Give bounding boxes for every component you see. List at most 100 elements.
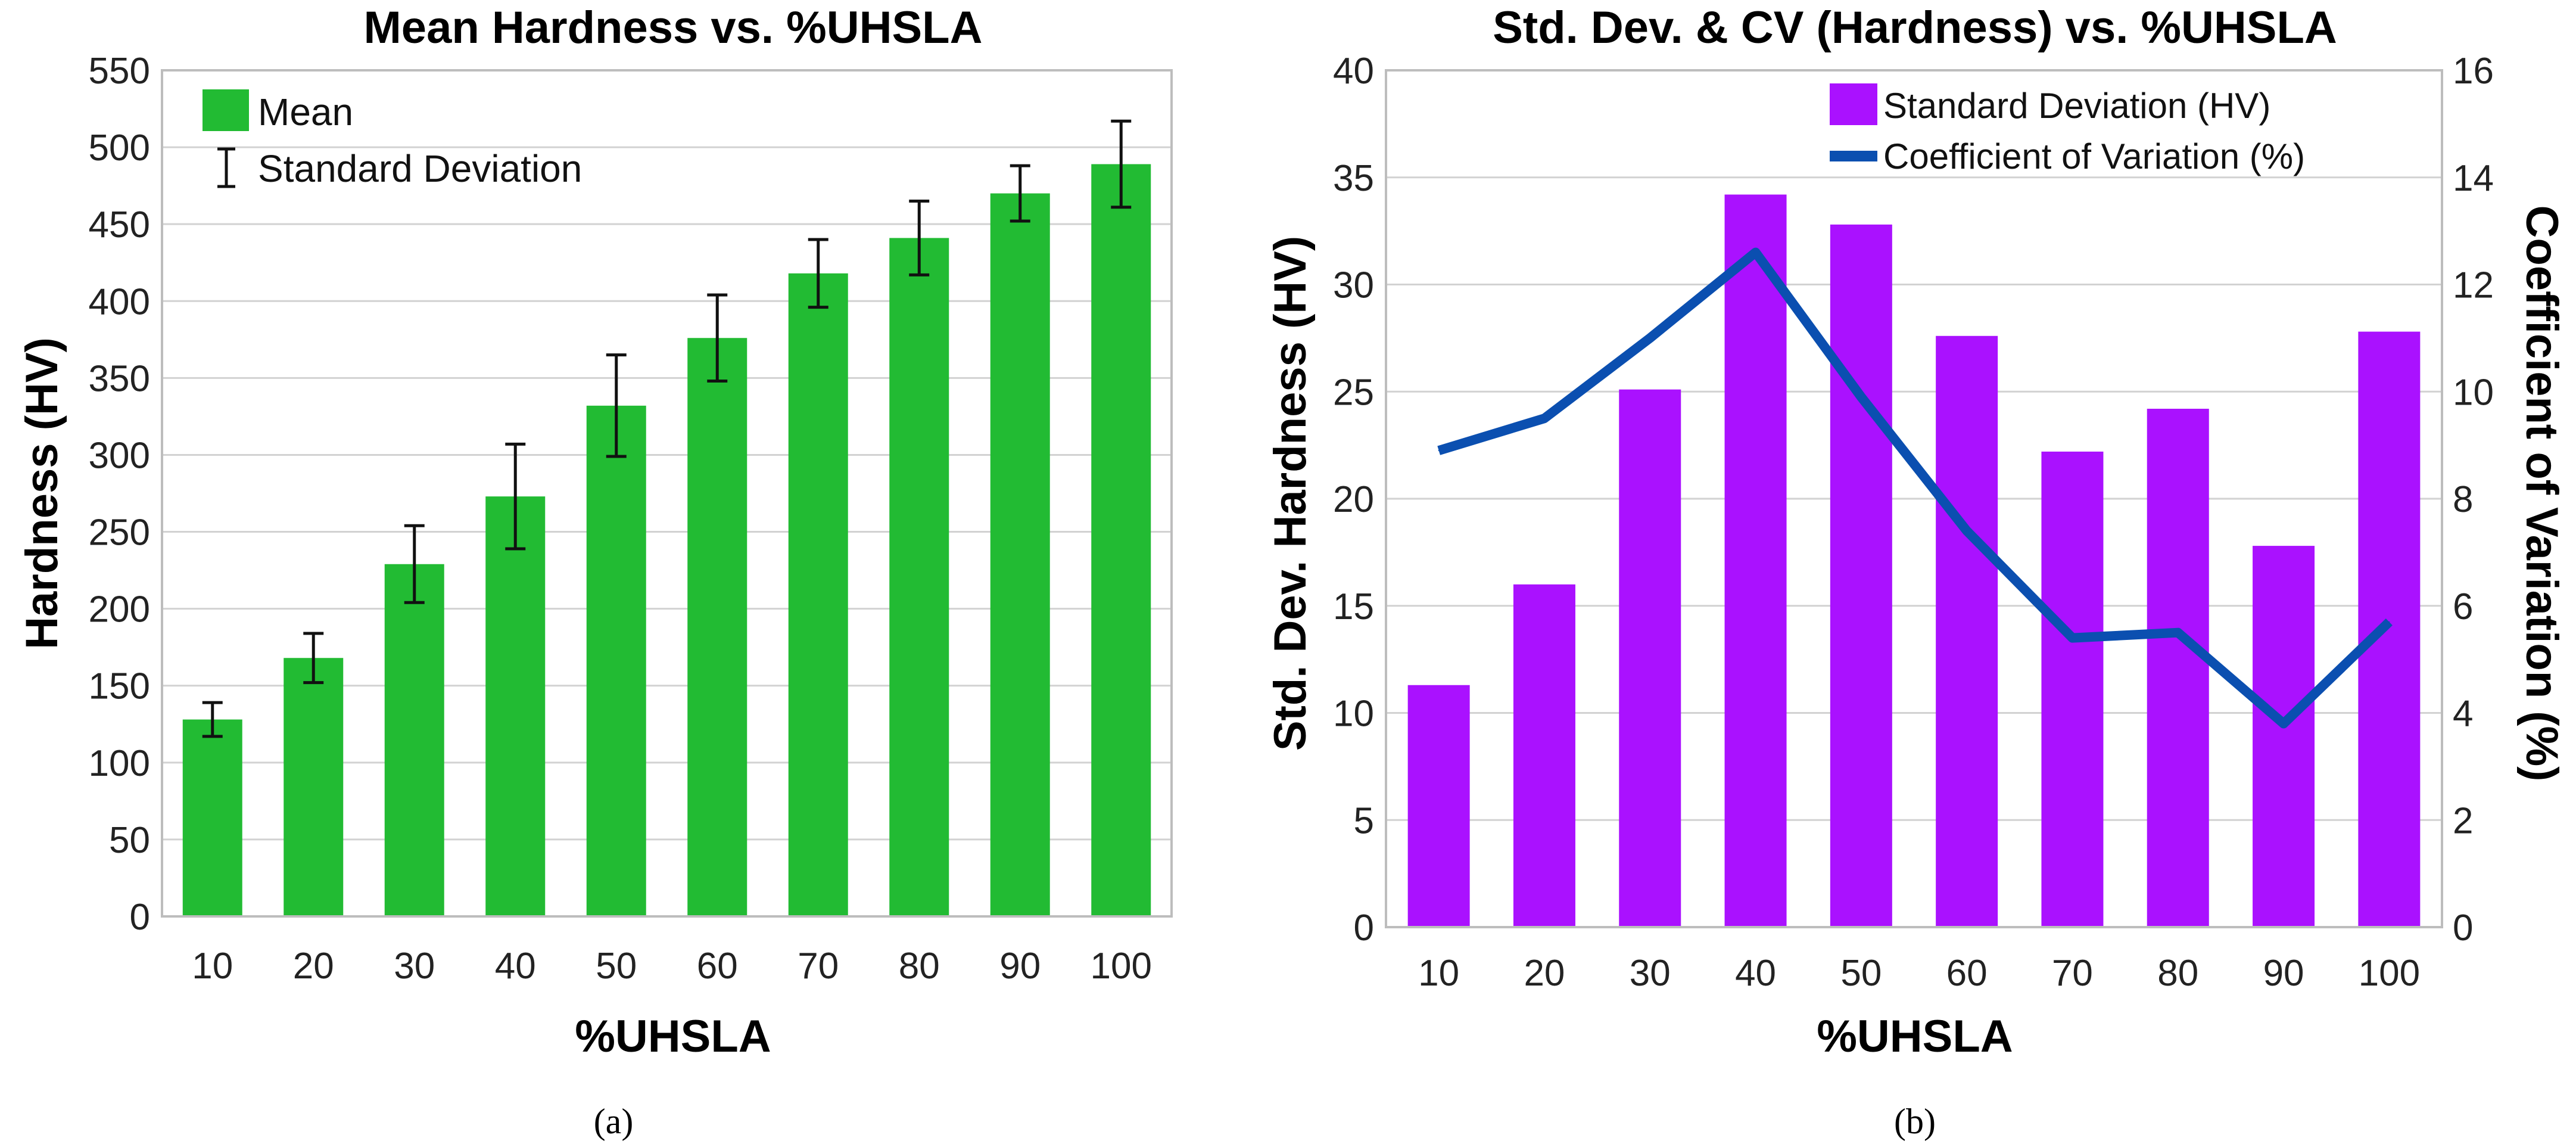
y-tick-label: 40 (1333, 51, 1374, 92)
y-tick-label: 5 (1354, 800, 1374, 841)
bar (2253, 546, 2315, 927)
cv-point (1438, 450, 1440, 452)
cv-point (2072, 637, 2073, 639)
legend-label-coefficient-of-variation: Coefficient of Variation (%) (1883, 136, 2305, 176)
cv-point (1649, 337, 1651, 339)
chart-b: Std. Dev. & CV (Hardness) vs. %UHSLA 0 5 1… (1265, 2, 2567, 1141)
chart-b-y-axis-label: Std. Dev. Hardness (HV) (1265, 236, 1316, 751)
error-bar (202, 701, 223, 738)
chart-b-y2-tick-labels: 0 2 4 6 8 10 12 14 16 (2453, 51, 2494, 949)
chart-b-y2-axis-label: Coefficient of Variation (%) (2516, 206, 2567, 782)
x-tick-label: 40 (1735, 953, 1776, 994)
x-tick-label: 20 (1524, 953, 1565, 994)
x-tick-label: 10 (1418, 953, 1459, 994)
x-tick-label: 60 (1946, 953, 1988, 994)
chart-a: Mean Hardness vs. %UHSLA 0 50 100 150 200 250… (17, 2, 1173, 1141)
chart-a-error-bars (202, 119, 1132, 738)
error-bar (707, 293, 728, 383)
bar (2358, 331, 2421, 927)
bar (1830, 224, 1892, 928)
y-tick-label: 50 (109, 820, 150, 861)
x-tick-label: 90 (2263, 953, 2304, 994)
y2-tick-label: 14 (2453, 158, 2494, 199)
x-tick-label: 60 (697, 946, 738, 987)
chart-b-plot-frame (1385, 69, 2443, 928)
cv-point (1543, 418, 1545, 419)
bar (889, 238, 949, 916)
chart-a-legend: Mean Standard Deviation (203, 89, 582, 190)
y-tick-label: 300 (89, 435, 150, 476)
y-tick-label: 150 (89, 666, 150, 707)
y-tick-label: 15 (1333, 586, 1374, 627)
chart-a-title: Mean Hardness vs. %UHSLA (364, 2, 983, 53)
error-bar (1010, 164, 1030, 223)
x-tick-label: 50 (1840, 953, 1882, 994)
chart-b-x-axis-label: %UHSLA (1817, 1011, 2013, 1062)
chart-a-plot-frame (161, 69, 1173, 918)
cv-point (1966, 530, 1968, 531)
y-tick-label: 450 (89, 204, 150, 245)
bar (586, 405, 646, 916)
chart-a-y-tick-labels: 0 50 100 150 200 250 300 350 400 450 500 550 (89, 51, 150, 938)
bar (1513, 584, 1575, 927)
bar (2041, 451, 2104, 927)
bar (1091, 164, 1151, 916)
chart-a-bars (182, 164, 1151, 917)
bar (990, 193, 1050, 917)
y-tick-label: 350 (89, 358, 150, 399)
y-tick-label: 10 (1333, 694, 1374, 735)
bar (2147, 409, 2209, 927)
y-tick-label: 500 (89, 128, 150, 169)
legend-label-standard-deviation-hv: Standard Deviation (HV) (1883, 86, 2270, 126)
y2-tick-label: 4 (2453, 694, 2473, 735)
cv-series-line (1437, 247, 2393, 729)
chart-a-x-tick-labels: 10 20 30 40 50 60 70 80 90 100 (192, 946, 1152, 987)
error-bar (606, 353, 627, 458)
y2-tick-label: 0 (2453, 907, 2473, 949)
bar (687, 338, 747, 916)
legend-swatch-standard-deviation (1830, 83, 1877, 125)
chart-a-y-axis-label: Hardness (HV) (17, 337, 67, 649)
chart-b-y-tick-labels: 0 5 10 15 20 25 30 35 40 (1333, 51, 1374, 949)
bar (1936, 335, 1998, 927)
y2-tick-label: 6 (2453, 586, 2473, 627)
y-tick-label: 400 (89, 281, 150, 322)
chart-b-title: Std. Dev. & CV (Hardness) vs. %UHSLA (1493, 2, 2337, 53)
y2-tick-label: 10 (2453, 372, 2494, 413)
cv-point (1860, 396, 1862, 398)
y-tick-label: 20 (1333, 479, 1374, 520)
bar (485, 496, 546, 916)
x-tick-label: 20 (293, 946, 334, 987)
bar (182, 719, 242, 916)
bar (1407, 685, 1470, 927)
x-tick-label: 30 (394, 946, 435, 987)
x-tick-label: 50 (596, 946, 637, 987)
y-tick-label: 30 (1333, 265, 1374, 306)
error-bar (909, 199, 930, 276)
y-tick-label: 200 (89, 589, 150, 630)
y-tick-label: 550 (89, 51, 150, 92)
error-bar (303, 632, 324, 685)
y-tick-label: 0 (130, 897, 150, 938)
x-tick-label: 100 (2359, 953, 2420, 994)
error-bar (505, 442, 526, 551)
legend-swatch-cv-line (1830, 151, 1877, 161)
chart-a-caption: (a) (594, 1102, 634, 1141)
x-tick-label: 70 (2052, 953, 2093, 994)
y-tick-label: 250 (89, 512, 150, 554)
bar (1724, 194, 1787, 927)
cv-point (2388, 621, 2390, 623)
legend-errorbar-icon (217, 147, 235, 188)
x-tick-label: 80 (899, 946, 940, 987)
error-bar (404, 524, 425, 604)
y-tick-label: 25 (1333, 372, 1374, 413)
x-tick-label: 10 (192, 946, 233, 987)
x-tick-label: 100 (1091, 946, 1152, 987)
x-tick-label: 40 (495, 946, 536, 987)
y2-tick-label: 16 (2453, 51, 2494, 92)
x-tick-label: 70 (798, 946, 839, 987)
chart-b-x-tick-labels: 10 20 30 40 50 60 70 80 90 100 (1418, 953, 2420, 994)
y-tick-label: 100 (89, 743, 150, 784)
y2-tick-label: 2 (2453, 800, 2473, 841)
bar (284, 658, 344, 916)
